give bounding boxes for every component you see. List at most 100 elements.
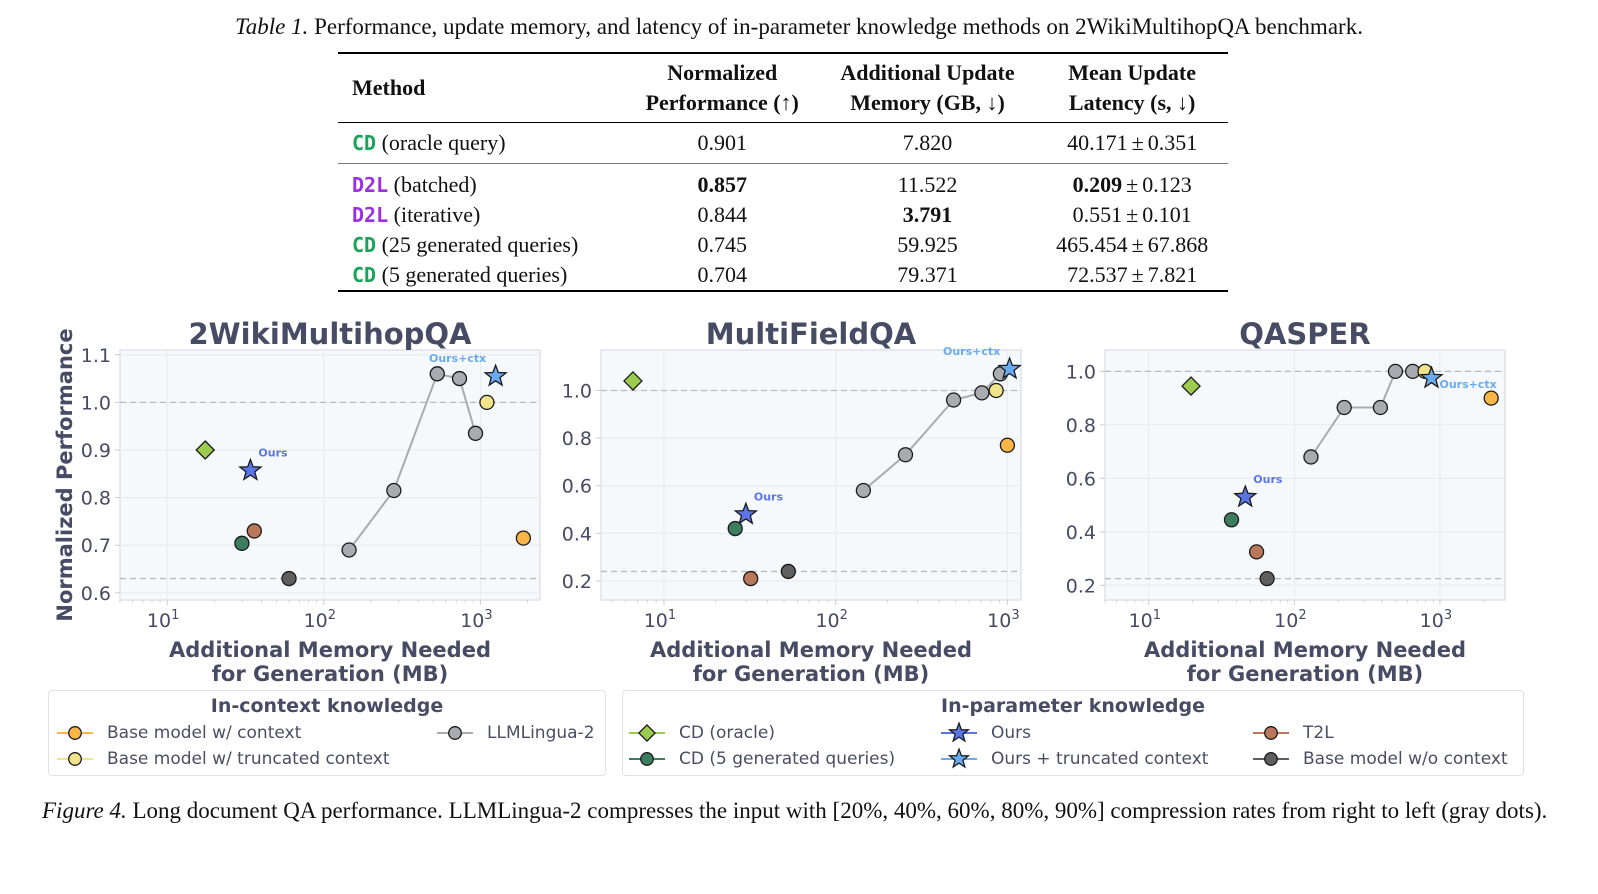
x-tick-exponent: 3 xyxy=(484,608,492,623)
data-point xyxy=(479,394,495,411)
series-cd-5-generated-queries- xyxy=(234,535,250,551)
table-row: D2L (batched) 0.857 11.522 0.209 ±0.123 xyxy=(338,164,1228,201)
legend-marker xyxy=(947,747,971,769)
series-cd-oracle- xyxy=(1181,376,1201,397)
y-tick-label: 1.0 xyxy=(1066,361,1096,383)
cell-method: CD (oracle query) xyxy=(338,123,626,164)
x-tick-base: 10 xyxy=(304,610,328,632)
method-tag: D2L xyxy=(352,173,389,197)
results-table: Method Normalized Performance (↑) Additio… xyxy=(338,52,1228,292)
point-annotation: Ours xyxy=(258,446,288,459)
point-annotation: Ours xyxy=(1253,473,1283,486)
cell-perf: 0.857 xyxy=(697,172,747,197)
data-point xyxy=(515,530,532,546)
data-point xyxy=(727,520,743,537)
legend-marker xyxy=(640,752,654,766)
legend-label: CD (oracle) xyxy=(679,723,775,743)
plot-area xyxy=(119,349,541,601)
cell-mem: 7.820 xyxy=(902,130,953,155)
x-axis-label: Additional Memory Needed xyxy=(1144,638,1466,662)
x-tick-exponent: 1 xyxy=(1153,608,1161,623)
x-tick-base: 10 xyxy=(815,610,839,632)
latency-std: 0.351 xyxy=(1147,130,1198,155)
x-tick-exponent: 1 xyxy=(668,608,676,623)
series-base-model-w-context xyxy=(1483,390,1499,406)
legend-in-context-title: In-context knowledge xyxy=(210,695,444,717)
data-point xyxy=(451,370,468,387)
x-tick-base: 10 xyxy=(147,610,171,632)
cell-method: CD (5 generated queries) xyxy=(338,260,626,291)
data-point xyxy=(733,501,759,525)
x-tick-label: 101 xyxy=(644,608,676,632)
legend-marker-star-icon xyxy=(941,747,977,769)
data-point xyxy=(234,535,250,551)
plot-area xyxy=(600,349,1022,601)
series-base-model-w-context xyxy=(515,530,532,546)
y-tick-label: 0.7 xyxy=(81,535,111,557)
legend-marker xyxy=(448,726,462,740)
legend-in-parameter-title: In-parameter knowledge xyxy=(941,695,1205,717)
data-point xyxy=(429,366,445,382)
y-tick-label: 0.4 xyxy=(562,523,592,545)
legend-marker xyxy=(1264,752,1278,766)
legend-in-context: In-context knowledge Base model w/ conte… xyxy=(48,690,606,776)
series-llmlingua-2 xyxy=(341,366,484,558)
legend-item: T2L xyxy=(1251,721,1334,745)
header-method: Method xyxy=(352,75,426,100)
data-point xyxy=(195,440,216,460)
data-point xyxy=(623,371,643,391)
x-tick-exponent: 3 xyxy=(1011,608,1019,623)
data-point xyxy=(1372,399,1389,416)
figure-caption-text: Long document QA performance. LLMLingua-… xyxy=(132,798,1548,823)
legend-item: Ours + truncated context xyxy=(939,747,1208,771)
cell-latency: 72.537 ±7.821 xyxy=(1036,260,1228,291)
chart-title: 2WikiMultihopQA xyxy=(188,317,472,351)
data-point xyxy=(897,447,914,463)
x-tick-label: 102 xyxy=(304,608,336,632)
legend-label: Ours xyxy=(991,723,1032,743)
x-axis-label: for Generation (MB) xyxy=(693,662,929,686)
series-base-model-w-o-context xyxy=(780,563,796,580)
latency-mean: 0.209 xyxy=(1072,172,1123,197)
x-axis-label: for Generation (MB) xyxy=(1187,662,1423,686)
header-performance: Normalized Performance (↑) xyxy=(645,60,799,115)
legend-item: Base model w/ truncated context xyxy=(55,747,390,771)
method-tag: CD xyxy=(352,263,377,287)
legend-item: CD (oracle) xyxy=(627,721,775,745)
cell-method: CD (25 generated queries) xyxy=(338,230,626,260)
cell-latency: 0.551 ±0.101 xyxy=(1036,200,1228,230)
y-axis-label: Normalized Performance xyxy=(53,328,77,621)
legend-item: CD (5 generated queries) xyxy=(627,747,895,771)
data-point xyxy=(999,437,1016,453)
y-tick-label: 0.6 xyxy=(562,476,592,498)
cell-latency: 40.171 ±0.351 xyxy=(1036,123,1228,164)
series-ours: Ours xyxy=(238,446,288,481)
series-base-model-w-context xyxy=(999,437,1016,453)
x-axis-label: Additional Memory Needed xyxy=(169,638,491,662)
y-tick-label: 0.2 xyxy=(562,571,592,593)
x-tick-exponent: 2 xyxy=(328,608,336,623)
legend-marker xyxy=(947,721,971,743)
table-row: D2L (iterative) 0.844 3.791 0.551 ±0.101 xyxy=(338,200,1228,230)
cell-latency: 0.209 ±0.123 xyxy=(1036,164,1228,201)
data-point xyxy=(386,482,402,499)
table-caption-label: Table 1. xyxy=(235,14,309,39)
data-point xyxy=(238,457,263,481)
method-tag: CD xyxy=(352,131,377,155)
x-axis-label: Additional Memory Needed xyxy=(650,638,972,662)
x-tick-exponent: 3 xyxy=(1444,608,1452,623)
legend-item: Base model w/o context xyxy=(1251,747,1508,771)
latency-mean: 40.171 xyxy=(1067,130,1128,155)
legend-marker-circle-icon xyxy=(1253,726,1289,740)
y-tick-label: 0.6 xyxy=(81,583,111,605)
series-base-model-w-truncated-context xyxy=(479,394,495,411)
legend-item: LLMLingua-2 xyxy=(435,721,595,745)
latency-std: 7.821 xyxy=(1147,262,1198,287)
plus-minus: ± xyxy=(1131,262,1144,287)
data-point xyxy=(855,482,872,499)
cell-mem: 11.522 xyxy=(897,172,958,197)
data-point xyxy=(1483,390,1499,406)
method-desc: (5 generated queries) xyxy=(381,262,568,287)
